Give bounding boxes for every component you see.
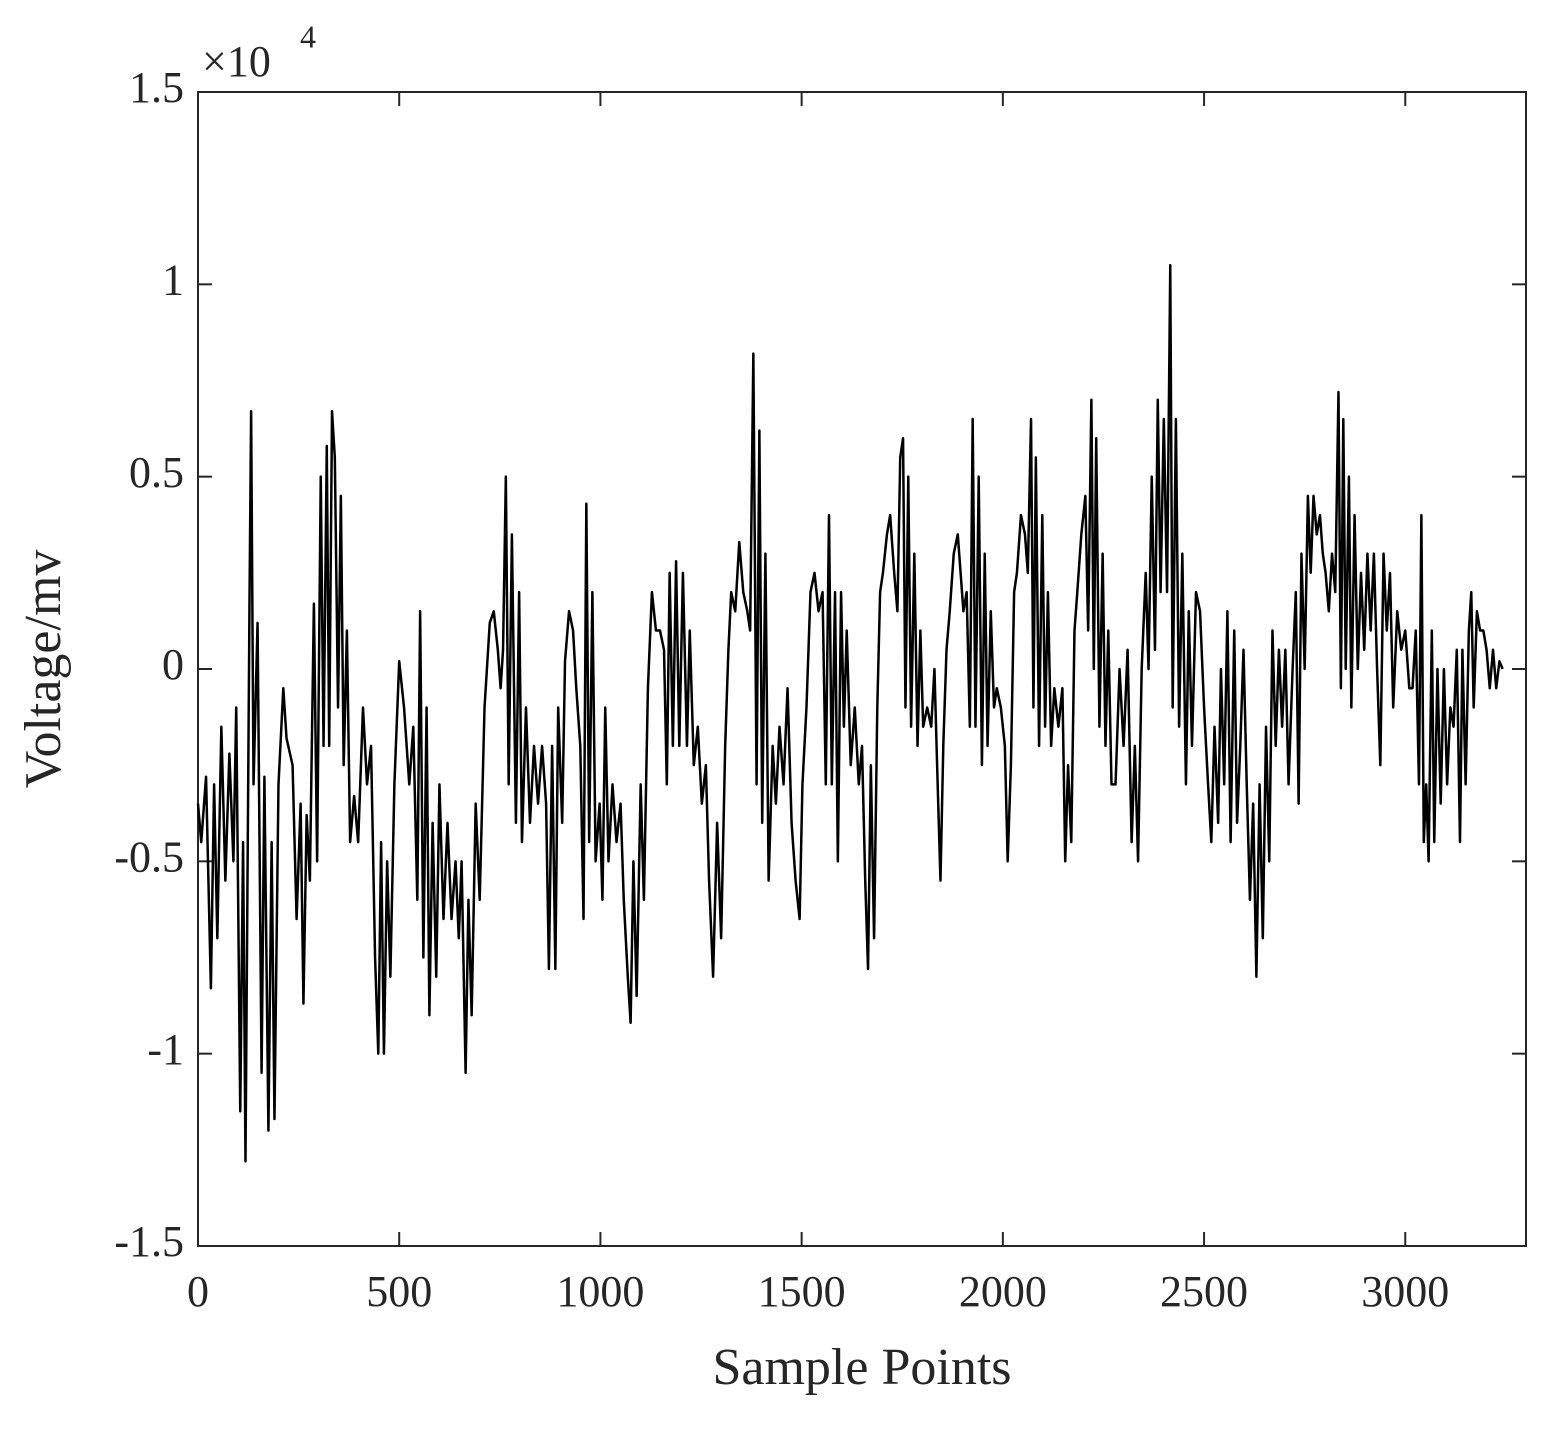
x-tick-label: 1500 [758,1267,846,1316]
y-tick-label: 1.5 [129,63,184,112]
x-tick-label: 500 [366,1267,432,1316]
x-tick-label: 2000 [959,1267,1047,1316]
y-tick-label: 0 [162,640,184,689]
y-scale-exponent: 4 [300,18,316,54]
y-tick-label: -1 [147,1025,184,1074]
x-tick-label: 1000 [556,1267,644,1316]
y-axis-label: Voltage/mv [15,550,72,789]
x-axis-label: Sample Points [712,1339,1011,1396]
x-tick-label: 2500 [1160,1267,1248,1316]
y-scale-base: ×10 [202,37,271,86]
x-tick-label: 3000 [1361,1267,1449,1316]
y-tick-label: -0.5 [114,832,184,881]
y-tick-label: 1 [162,255,184,304]
signal-line [196,263,1504,1163]
y-tick-label: -1.5 [114,1217,184,1266]
x-tick-label: 0 [187,1267,209,1316]
y-tick-label: 0.5 [129,448,184,497]
plot-frame [197,91,1527,1247]
